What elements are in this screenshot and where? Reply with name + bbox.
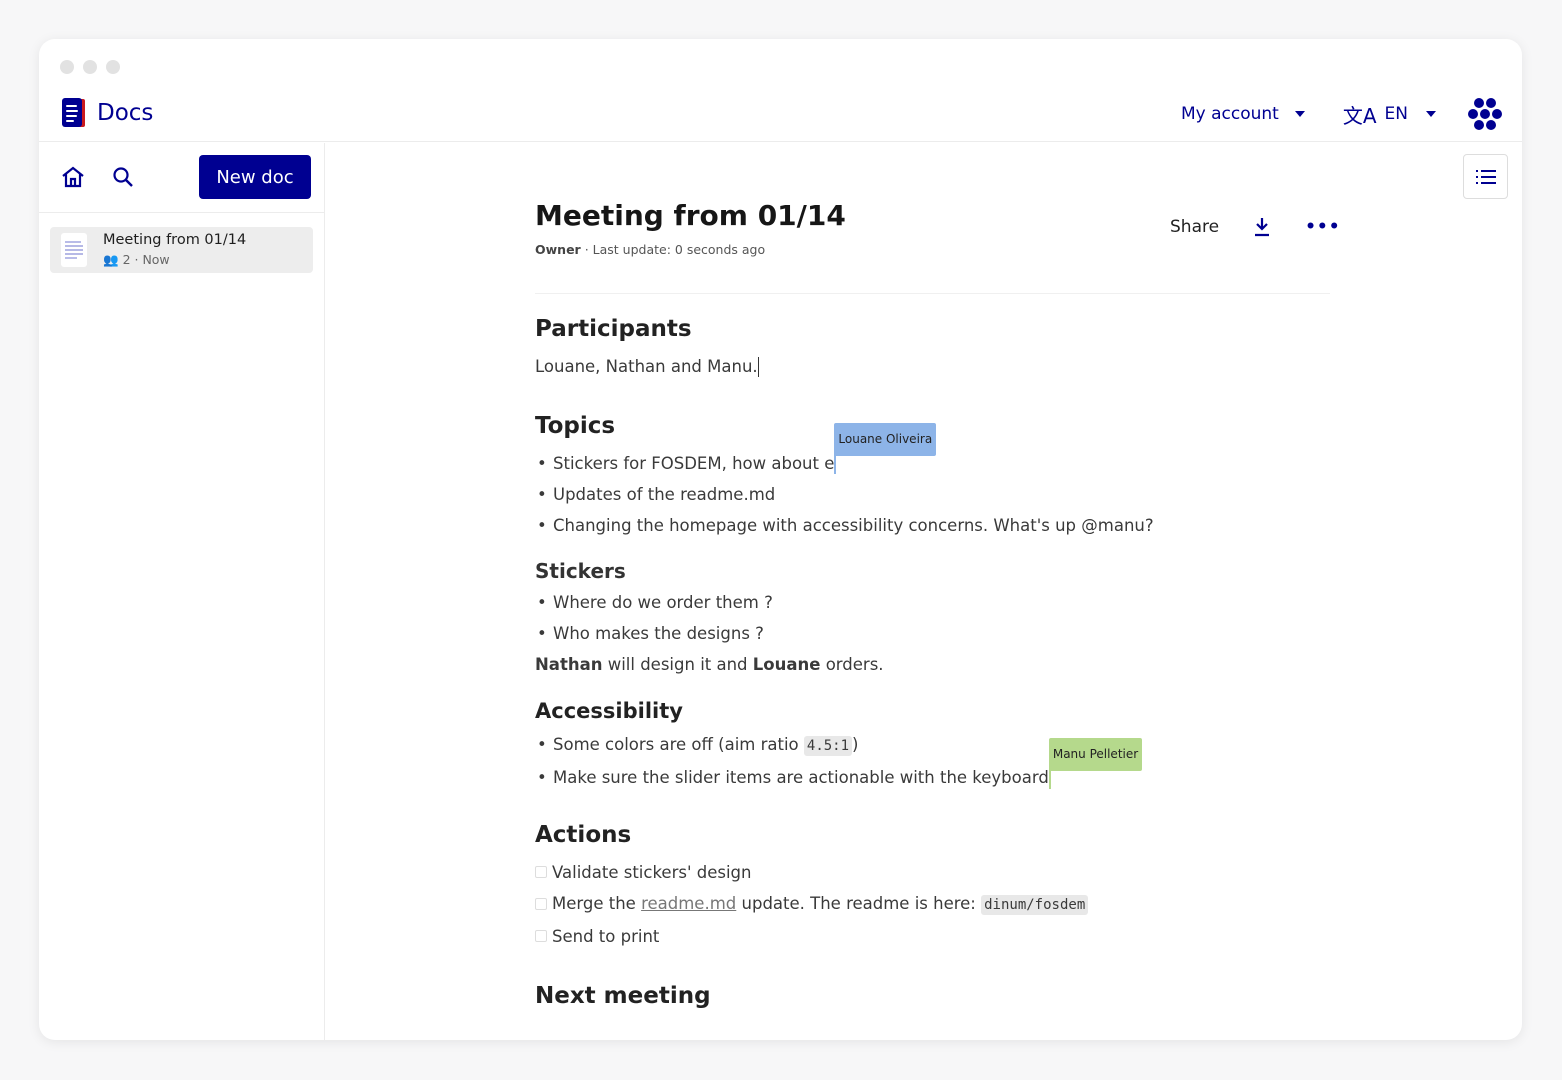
new-doc-button[interactable]: New doc [199, 155, 311, 199]
heading-stickers: Stickers [535, 558, 626, 583]
home-icon[interactable] [61, 166, 85, 188]
heading-actions: Actions [535, 822, 632, 849]
my-account-button[interactable]: My account [1181, 104, 1305, 124]
app-name: Docs [97, 100, 154, 126]
doc-list-item[interactable]: Meeting from 01/14 👥 2 · Now [50, 227, 313, 273]
list-item: Some colors are off (aim ratio 4.5:1) [535, 729, 1335, 762]
close-dot[interactable] [60, 60, 74, 74]
collab-cursor: Louane Oliveira [834, 423, 937, 475]
download-icon[interactable] [1253, 217, 1271, 237]
translate-icon: 文A [1342, 103, 1377, 128]
logo[interactable]: Docs [61, 97, 153, 129]
collab-cursor-label: Manu Pelletier [1048, 737, 1143, 771]
doc-time: Now [142, 252, 170, 267]
checkbox[interactable] [535, 898, 547, 911]
list-icon [1475, 169, 1496, 184]
more-options-icon[interactable]: ••• [1305, 217, 1341, 237]
list-item: Updates of the readme.md [535, 479, 1335, 510]
checklist-item: Merge the readme.md update. The readme i… [535, 888, 1335, 921]
language-button[interactable]: 文A EN [1343, 100, 1436, 129]
chevron-down-icon [1426, 111, 1436, 117]
collab-cursor: Manu Pelletier [1048, 737, 1143, 789]
list-item: Where do we order them ? [535, 587, 1335, 618]
divider [535, 293, 1330, 294]
window-controls [60, 60, 120, 74]
checklist-item: Validate stickers' design [535, 857, 1335, 888]
heading-participants: Participants [535, 316, 692, 342]
maximize-dot[interactable] [106, 60, 120, 74]
role-label: Owner [535, 242, 581, 257]
list-item: Changing the homepage with accessibility… [535, 510, 1335, 541]
minimize-dot[interactable] [83, 60, 97, 74]
collab-cursor-label: Louane Oliveira [834, 423, 937, 457]
doc-body[interactable]: Participants Louane, Nathan and Manu. To… [535, 315, 1335, 1012]
share-button[interactable]: Share [1170, 217, 1220, 237]
users-icon: 👥 [103, 252, 119, 267]
doc-title: Meeting from 01/14 [103, 232, 247, 248]
heading-topics: Topics [535, 412, 616, 439]
doc-title-heading[interactable]: Meeting from 01/14 [535, 199, 846, 232]
participant-count: 2 [122, 252, 131, 267]
participants-text: Louane, Nathan and Manu. [535, 356, 758, 376]
docs-logo-icon [62, 98, 85, 127]
list-item: Who makes the designs ? [535, 618, 1335, 649]
chevron-down-icon [1294, 111, 1305, 117]
heading-accessibility: Accessibility [535, 698, 683, 723]
stickers-note: Nathan will design it and Louane orders. [535, 654, 884, 674]
readme-link[interactable]: readme.md [641, 893, 737, 913]
heading-next-meeting: Next meeting [535, 982, 711, 1009]
gaufre-menu-icon[interactable] [1468, 97, 1502, 131]
document-icon [61, 233, 87, 267]
language-label: EN [1384, 104, 1408, 124]
account-label: My account [1180, 104, 1279, 124]
search-icon[interactable] [112, 166, 134, 188]
top-header: Docs My account 文A EN [39, 89, 1522, 142]
last-update: · Last update: 0 seconds ago [584, 242, 766, 257]
table-of-contents-button[interactable] [1463, 154, 1508, 199]
checklist-item: Send to print [535, 921, 1335, 952]
app-window: Docs My account 文A EN New doc Meeting fr… [39, 39, 1522, 1040]
sidebar: New doc Meeting from 01/14 👥 2 · Now [39, 143, 325, 1040]
checkbox[interactable] [535, 866, 547, 879]
checkbox[interactable] [535, 930, 547, 943]
list-item: Make sure the slider items are actionabl… [535, 737, 1335, 793]
